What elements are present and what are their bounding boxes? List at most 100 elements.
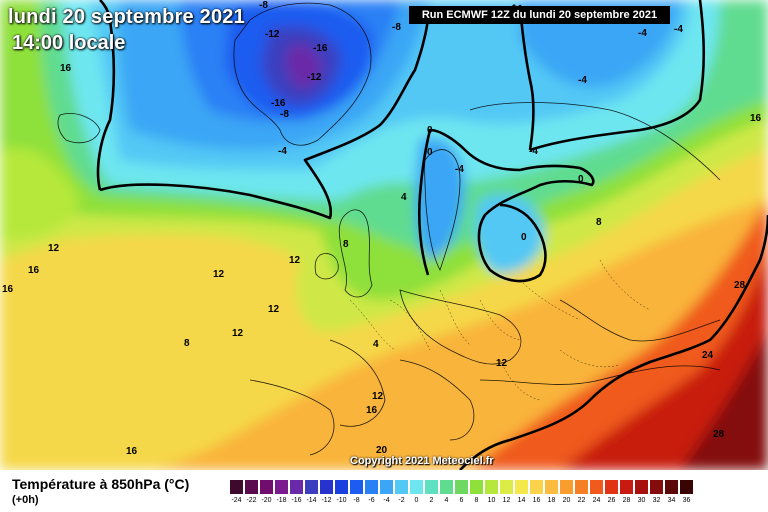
legend: Température à 850hPa (°C) (+0h) -2 4 -22 -2… [0, 470, 768, 512]
legend-swatch [440, 480, 453, 494]
legend-tick: 26 [607, 497, 616, 504]
zero-isotherm [96, 0, 706, 283]
map-canvas: -12-16-12-16-8-8-8-4-4-4-4-4 -40000448881… [0, 0, 768, 470]
legend-swatch [260, 480, 273, 494]
legend-swatch [590, 480, 603, 494]
isotherm-label: 12 [289, 255, 301, 266]
legend-tick: 22 [577, 497, 586, 504]
legend-tick: -20 [261, 497, 272, 504]
isotherm-label: 28 [734, 280, 746, 291]
twenty-isotherm [459, 214, 768, 470]
legend-tick: 28 [622, 497, 631, 504]
isotherm-label: -8 [259, 0, 268, 11]
borders [349, 259, 651, 401]
legend-tick: -2 [398, 497, 405, 504]
isotherm-label: 16 [366, 405, 378, 416]
legend-tick: -18 [276, 497, 287, 504]
legend-tick: -22 [246, 497, 257, 504]
legend-swatch [485, 480, 498, 494]
legend-tick: 24 [592, 497, 601, 504]
isotherm-label: -4 [674, 24, 683, 35]
legend-swatch [395, 480, 408, 494]
isotherm-label: -4 [578, 75, 587, 86]
legend-swatch [425, 480, 438, 494]
isotherm-label: 24 [702, 350, 714, 361]
copyright: Copyright 2021 Meteociel.fr [350, 455, 494, 467]
legend-tick: 32 [652, 497, 661, 504]
legend-tick: 16 [532, 497, 541, 504]
forecast-time: 14:00 locale [12, 32, 126, 54]
legend-swatch [470, 480, 483, 494]
isotherm-label: 16 [60, 63, 72, 74]
legend-swatch [530, 480, 543, 494]
isotherm-label: 8 [184, 338, 190, 349]
isotherm-label: 4 [401, 192, 407, 203]
isotherm-label: -4 [638, 28, 647, 39]
isotherm-label: 12 [268, 304, 280, 315]
isotherm-label: 16 [750, 113, 762, 124]
legend-tick: 12 [502, 497, 511, 504]
legend-title: Température à 850hPa (°C) [12, 476, 190, 492]
legend-swatch [365, 480, 378, 494]
isotherm-label: -12 [265, 29, 280, 40]
legend-swatch [410, 480, 423, 494]
isotherm-label: -4 [529, 146, 538, 157]
legend-subtitle: (+0h) [12, 494, 39, 506]
legend-swatch [455, 480, 468, 494]
legend-swatch [620, 480, 633, 494]
isotherm-label: -8 [280, 109, 289, 120]
isotherm-label: 8 [343, 239, 349, 250]
color-scale: -24 -22 -20 -18 -16 -14 -12 -10 -8 -6 -4 -2 0 2 4 6 8 10 1… [230, 480, 698, 506]
forecast-date: lundi 20 septembre 2021 [8, 6, 245, 28]
isotherm-label: 28 [713, 429, 725, 440]
legend-swatch [650, 480, 663, 494]
isotherm-label: 16 [126, 446, 138, 457]
isotherm-label: -4 [278, 146, 287, 157]
isotherm-labels: -12-16-12-16-8-8-8-4-4-4-4-4 -40000448881… [2, 0, 762, 457]
legend-swatch [605, 480, 618, 494]
isotherm-label: 12 [496, 358, 508, 369]
isotherm-label: 8 [596, 217, 602, 228]
legend-tick: -4 [383, 497, 390, 504]
legend-tick: 34 [667, 497, 676, 504]
isotherm-label: 4 [373, 339, 379, 350]
isotherm-label: -16 [271, 98, 286, 109]
isotherm-label: -12 [307, 72, 322, 83]
legend-tick: 10 [487, 497, 496, 504]
isotherm-label: -4 [455, 164, 464, 175]
temperature-map: -12 -16 -12 -16 -8 -8 -8 -4 -4 -4 -4 -4 -4 0 0 0 0 4 4 8 8 8 1… [0, 0, 768, 470]
legend-tick: 36 [682, 497, 691, 504]
temperature-field [0, 0, 768, 470]
legend-swatch [680, 480, 693, 494]
legend-swatch [350, 480, 363, 494]
legend-swatch [230, 480, 243, 494]
legend-swatch [560, 480, 573, 494]
legend-tick: 30 [637, 497, 646, 504]
legend-tick: -10 [336, 497, 347, 504]
legend-tick: 6 [459, 497, 464, 504]
legend-tick: 4 [444, 497, 449, 504]
run-info: Run ECMWF 12Z du lundi 20 septembre 2021 [409, 6, 670, 24]
legend-tick: -6 [368, 497, 375, 504]
legend-swatch [500, 480, 513, 494]
legend-swatch [320, 480, 333, 494]
isotherm-label: 12 [213, 269, 225, 280]
legend-tick: 2 [429, 497, 434, 504]
legend-tick: -8 [353, 497, 360, 504]
isotherm-label: 0 [427, 147, 433, 158]
legend-swatch [545, 480, 558, 494]
legend-tick: 8 [474, 497, 479, 504]
isotherm-label: -8 [392, 22, 401, 33]
legend-tick: 14 [517, 497, 526, 504]
legend-swatch [275, 480, 288, 494]
isotherm-label: 20 [376, 445, 388, 456]
legend-tick: -16 [291, 497, 302, 504]
legend-swatch [665, 480, 678, 494]
legend-tick: 18 [547, 497, 556, 504]
legend-tick: -14 [306, 497, 317, 504]
isotherm-label: -16 [313, 43, 328, 54]
legend-swatch [305, 480, 318, 494]
isotherm-label: 0 [578, 174, 584, 185]
legend-swatch [575, 480, 588, 494]
isotherm-label: 12 [232, 328, 244, 339]
